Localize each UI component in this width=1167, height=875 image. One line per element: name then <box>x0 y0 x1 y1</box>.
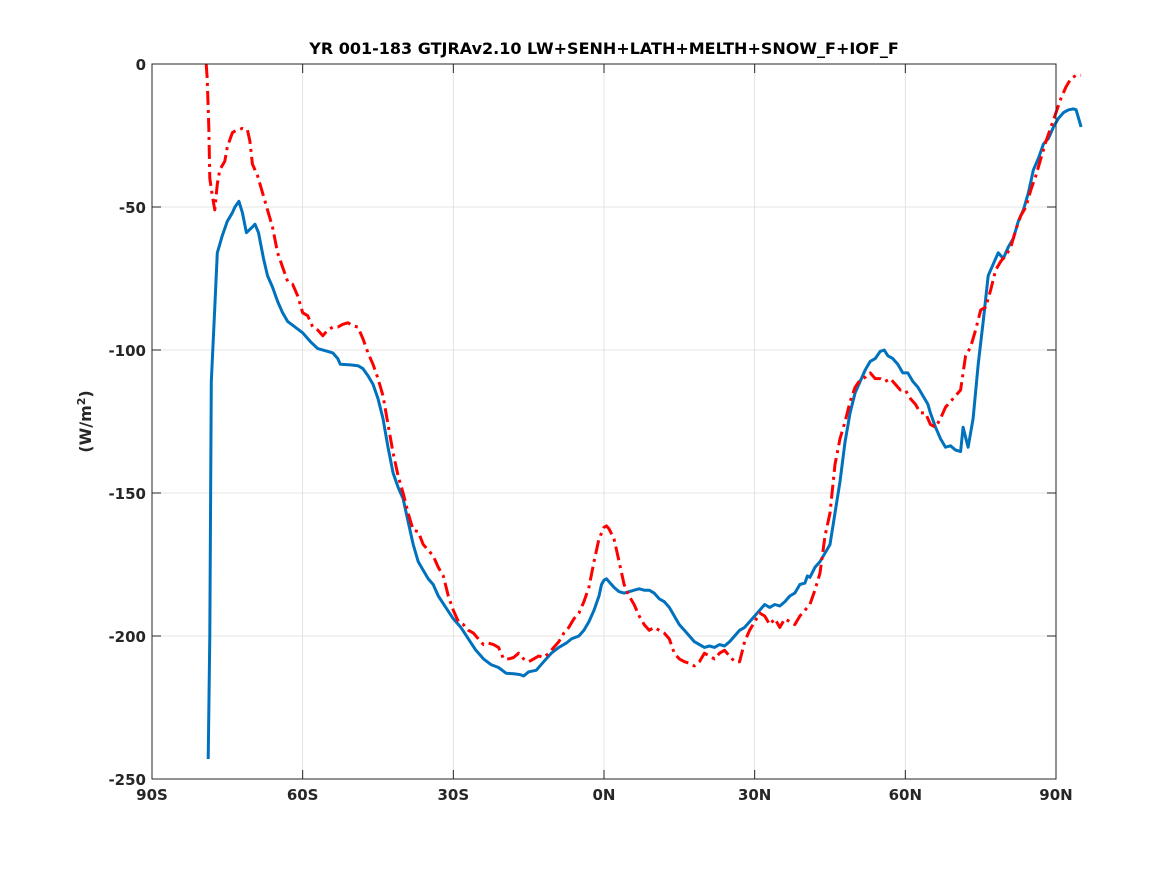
x-tick-label: 30S <box>437 786 469 804</box>
y-tick-label: 0 <box>136 56 146 74</box>
y-axis-label: (W/m2) <box>75 390 96 452</box>
y-tick-label: -150 <box>108 485 146 503</box>
y-axis-label-close: ) <box>76 390 95 397</box>
y-tick-label: -250 <box>108 771 146 789</box>
y-axis-label-text: (W/m <box>76 405 95 452</box>
y-axis-label-superscript: 2 <box>75 398 88 406</box>
x-tick-label: 30N <box>738 786 771 804</box>
series-line-2 <box>204 63 1082 668</box>
y-tick-label: -50 <box>119 199 146 217</box>
y-tick-label: -200 <box>108 628 146 646</box>
series-line-1 <box>206 107 1083 760</box>
x-tick-label: 90N <box>1039 786 1072 804</box>
y-tick-label: -100 <box>108 342 146 360</box>
grid-lines <box>152 64 1056 779</box>
x-tick-label: 90S <box>136 786 168 804</box>
x-tick-label: 60N <box>889 786 922 804</box>
series-lines <box>204 63 1083 760</box>
x-tick-label: 0N <box>593 786 616 804</box>
axes <box>151 63 1057 780</box>
x-tick-label: 60S <box>287 786 319 804</box>
chart-title: YR 001-183 GTJRAv2.10 LW+SENH+LATH+MELTH… <box>308 39 899 58</box>
plot-frame <box>151 63 1057 780</box>
tick-labels: 90S 60S 30S 0N 30N 60N 90N -250 -200 -150 -100 -50 0 <box>108 56 1072 804</box>
